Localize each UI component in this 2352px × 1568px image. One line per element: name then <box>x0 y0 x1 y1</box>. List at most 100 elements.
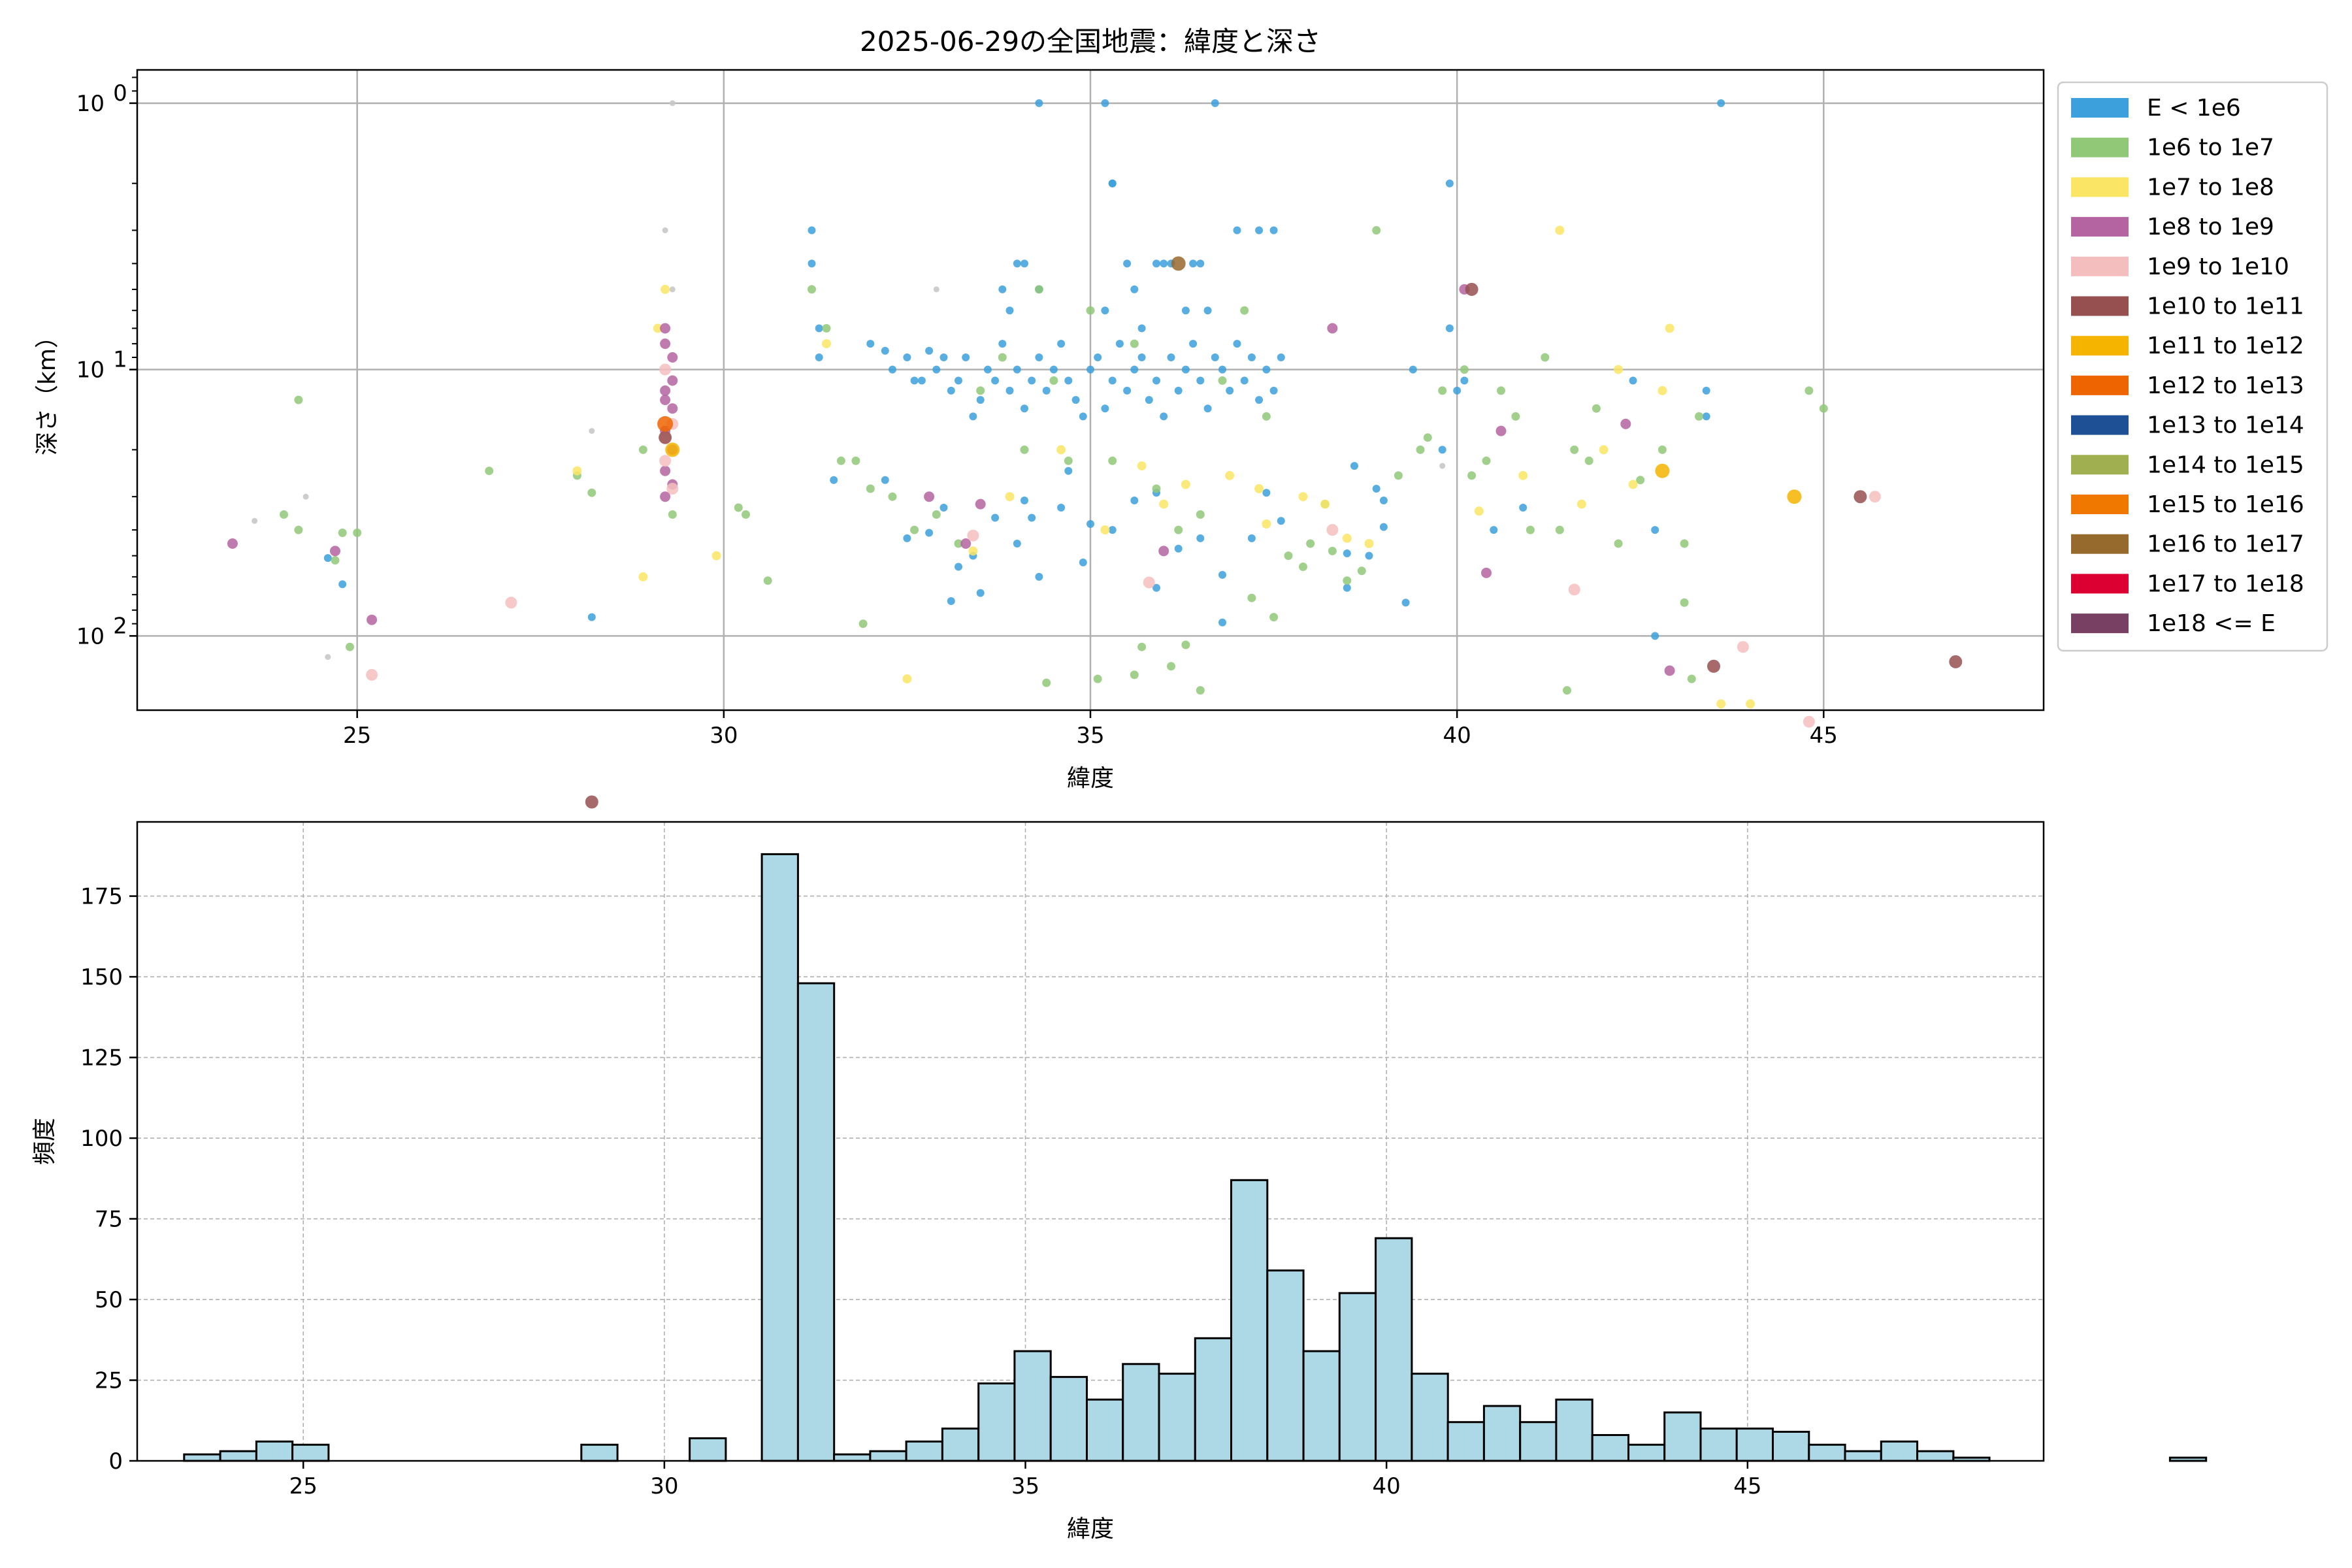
scatter-point <box>1555 525 1564 534</box>
scatter-point <box>998 285 1007 293</box>
scatter-point <box>662 227 668 233</box>
histogram-bar <box>1158 1373 1196 1462</box>
scatter-point <box>1130 497 1139 504</box>
histogram-panel: 25 30 35 40 45 0 25 50 75 100 125 150 175 緯度 頻度 <box>31 821 2208 1543</box>
scatter-point <box>1167 353 1175 361</box>
scatter-point <box>1086 306 1095 315</box>
scatter-point <box>323 554 332 563</box>
scatter-point <box>667 375 678 386</box>
histogram-bar <box>183 1453 221 1462</box>
scatter-point <box>1702 386 1710 395</box>
scatter-point <box>1680 539 1689 548</box>
scatter-point <box>1247 353 1256 361</box>
scatter-point <box>1225 470 1235 480</box>
scatter-point <box>669 286 676 293</box>
scatter-point <box>1073 767 1079 774</box>
histogram-bar <box>1446 1421 1485 1462</box>
scatter-point <box>1665 323 1674 333</box>
histogram-bar <box>1699 1428 1738 1462</box>
scatter-point <box>903 353 911 361</box>
scatter-point <box>1181 365 1190 374</box>
scatter-y-ticks: 10 0 10 1 10 2 <box>76 80 137 649</box>
scatter-point <box>1541 353 1550 362</box>
legend-label: E < 1e6 <box>2147 95 2241 122</box>
scatter-point <box>910 376 919 385</box>
scatter-x-label: 緯度 <box>1067 765 1114 792</box>
scatter-point <box>1137 324 1146 333</box>
scatter-point <box>932 365 941 374</box>
scatter-point <box>1372 485 1380 493</box>
scatter-point <box>1160 259 1168 268</box>
scatter-point <box>1519 504 1527 512</box>
legend-label: 1e11 to 1e12 <box>2147 333 2304 359</box>
histogram-bar <box>1013 1350 1052 1462</box>
scatter-y-tick-label: 10 <box>76 91 105 117</box>
legend-swatch <box>2071 495 2129 514</box>
scatter-point <box>1328 546 1337 555</box>
scatter-point <box>866 340 875 348</box>
scatter-point <box>1614 539 1623 548</box>
scatter-point <box>954 539 963 548</box>
legend-swatch <box>2071 256 2129 276</box>
scatter-point <box>1284 551 1293 561</box>
scatter-point <box>1277 353 1285 361</box>
scatter-point <box>1152 376 1160 385</box>
scatter-point <box>1189 259 1198 268</box>
scatter-point <box>353 529 362 537</box>
scatter-point <box>836 456 845 465</box>
scatter-point <box>1695 412 1703 421</box>
legend-swatch <box>2071 217 2129 237</box>
scatter-point <box>1115 340 1124 348</box>
scatter-point <box>1460 365 1469 374</box>
histogram-bar <box>689 1437 727 1462</box>
scatter-point <box>1465 282 1478 296</box>
scatter-point <box>1350 462 1358 470</box>
legend-swatch <box>2071 98 2129 118</box>
scatter-point <box>325 654 331 661</box>
scatter-point <box>1269 613 1279 622</box>
scatter-point <box>998 353 1007 362</box>
histogram-bar <box>1375 1237 1413 1462</box>
scatter-point <box>1262 489 1271 497</box>
scatter-point <box>1655 463 1670 478</box>
scatter-point <box>1203 404 1212 413</box>
scatter-point <box>660 338 671 350</box>
scatter-point <box>667 352 678 363</box>
scatter-point <box>1746 699 1756 709</box>
histogram-bar <box>580 1443 619 1462</box>
scatter-point <box>1687 674 1696 683</box>
legend-swatch <box>2071 613 2129 634</box>
scatter-point <box>666 483 679 495</box>
scatter-point <box>1394 471 1403 480</box>
scatter-point <box>1262 519 1271 529</box>
scatter-point <box>866 484 875 493</box>
scatter-point <box>1262 412 1271 421</box>
histogram-y-tick-label: 100 <box>80 1126 123 1152</box>
scatter-point <box>1196 259 1205 268</box>
legend-swatch <box>2071 336 2129 356</box>
scatter-point <box>1620 418 1631 429</box>
scatter-point <box>1189 340 1198 348</box>
scatter-point <box>367 614 378 625</box>
scatter-point <box>1379 523 1388 531</box>
histogram-bar <box>1591 1434 1629 1462</box>
scatter-point <box>653 323 662 333</box>
histogram-bar <box>796 982 836 1462</box>
scatter-point <box>669 100 676 106</box>
scatter-point <box>1592 404 1601 413</box>
scatter-point <box>1137 353 1146 361</box>
legend-swatch <box>2071 177 2129 197</box>
scatter-x-tick-label: 45 <box>1810 723 1838 749</box>
scatter-panel: 2025-06-29の全国地震：緯度と深さ 25 30 35 40 45 10 010 11… <box>34 25 2045 809</box>
scatter-point <box>947 597 955 605</box>
scatter-point <box>1372 226 1381 235</box>
scatter-point <box>668 510 677 519</box>
scatter-point <box>1013 540 1021 547</box>
scatter-point <box>1094 353 1102 361</box>
scatter-point <box>661 284 670 294</box>
scatter-point <box>991 376 1000 385</box>
scatter-point <box>1233 226 1241 235</box>
scatter-point <box>1497 386 1505 395</box>
scatter-point <box>1021 497 1028 504</box>
scatter-point <box>991 514 1000 522</box>
